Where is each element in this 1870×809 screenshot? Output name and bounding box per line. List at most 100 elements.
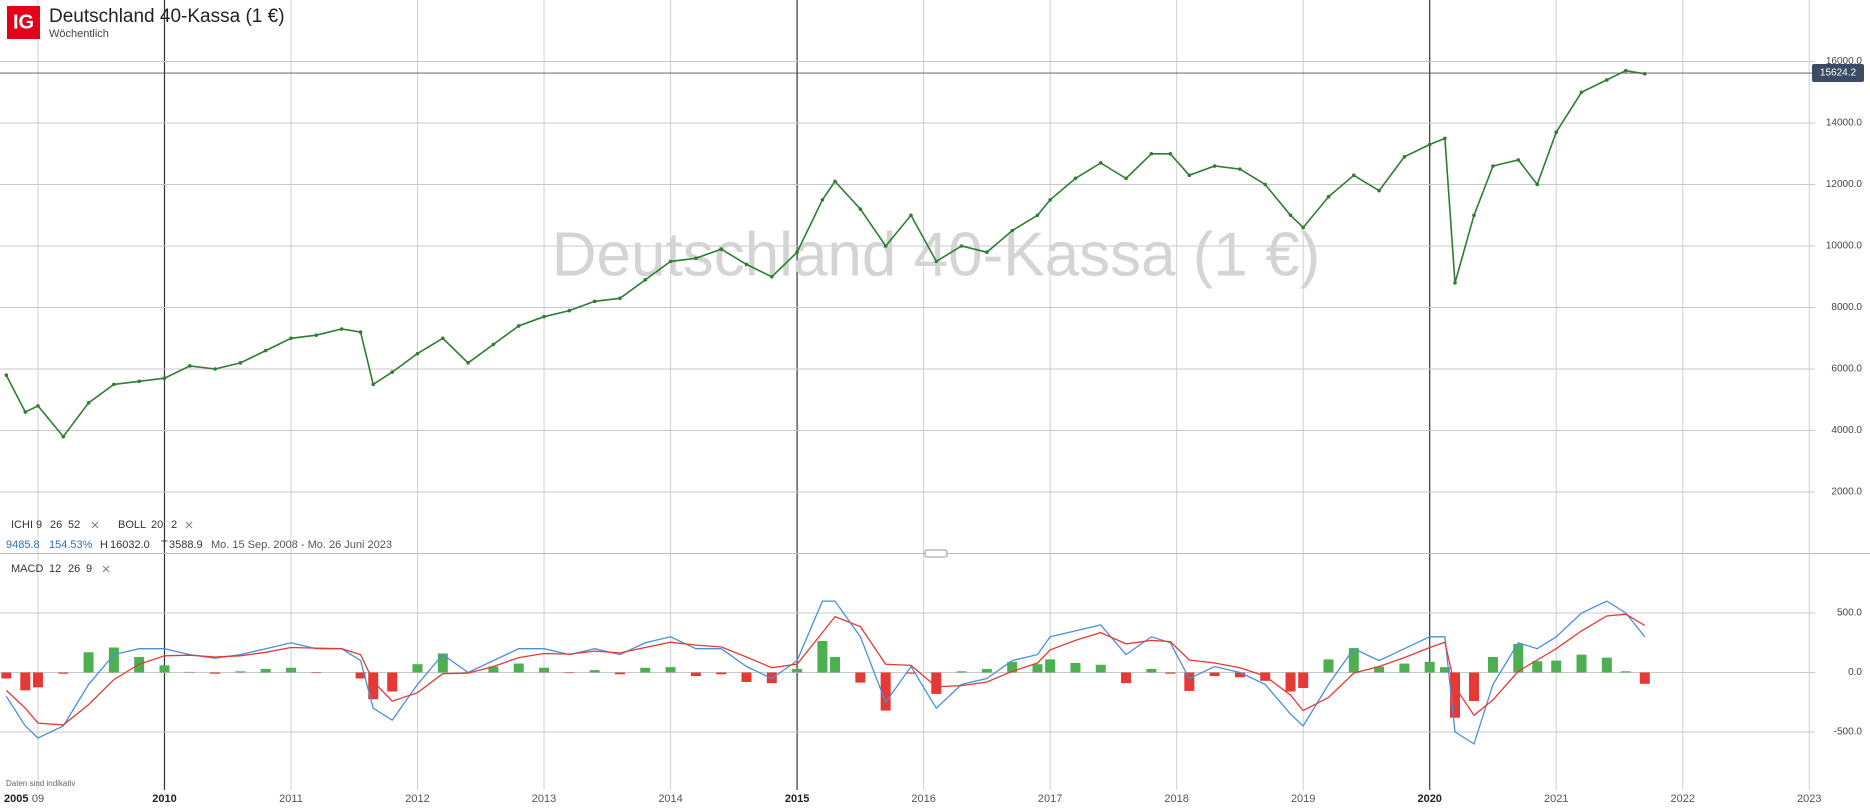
y-tick-label: 500.0 [1837, 608, 1862, 619]
indicator-param: 2 [171, 519, 177, 531]
marks: 09 2010 2011 2012 2013 2014 2015 2016 2017 2018 20… [0, 56, 1864, 805]
histogram-bar [1487, 657, 1498, 673]
histogram-bar [1576, 654, 1587, 673]
price-point [1402, 155, 1407, 159]
histogram-bar [58, 672, 69, 674]
indicator-param: 9 [36, 519, 42, 531]
price-point [668, 259, 673, 264]
price-point [820, 198, 825, 202]
price-point [339, 327, 344, 331]
price-point [162, 376, 167, 381]
price-point [516, 324, 521, 328]
price-point [909, 213, 913, 218]
price-point [1491, 164, 1495, 168]
price-point [1048, 198, 1052, 202]
price-point [86, 401, 91, 405]
price-point [112, 382, 116, 387]
remove-indicator[interactable] [102, 565, 110, 573]
histogram-bar [1323, 659, 1334, 673]
histogram-bar [1468, 672, 1479, 702]
price-point [1554, 130, 1559, 135]
x-tick-label: 2015 [785, 793, 809, 805]
y-tick-label: 6000.0 [1831, 364, 1862, 375]
price-point [1453, 281, 1457, 285]
price-point [934, 259, 939, 264]
histogram-bar [1513, 643, 1524, 673]
x-tick-label: 2018 [1164, 793, 1188, 805]
x-tick-label: 2023 [1797, 793, 1821, 805]
indicator-param: 52 [68, 519, 80, 531]
y-tick-label: 10000.0 [1826, 241, 1863, 252]
indicator-param: 9 [86, 563, 92, 575]
histogram-bar [260, 668, 271, 673]
histogram-bar [741, 672, 752, 683]
price-point [1168, 151, 1173, 156]
price-point [1427, 142, 1432, 147]
title: Deutschland 40-Kassa (1 €) [49, 6, 285, 27]
price-point [441, 336, 445, 341]
price-point [263, 348, 268, 353]
price-point [1149, 151, 1154, 156]
price-point [1516, 158, 1521, 162]
histogram-bar [235, 671, 246, 673]
price-point [1263, 182, 1268, 187]
remove-indicator[interactable] [91, 521, 99, 529]
last-price-label: 15624.2 [1820, 68, 1857, 79]
histogram-bar [355, 672, 366, 679]
histogram-bar [1439, 667, 1450, 673]
x-tick-label: 2013 [532, 793, 556, 805]
histogram-bar [1032, 664, 1043, 673]
info-range: Mo. 15 Sep. 2008 - Mo. 26 Juni 2023 [211, 539, 392, 551]
histogram-bar [905, 672, 916, 674]
histogram-bar [368, 672, 379, 700]
x-tick-label: 2016 [911, 793, 935, 805]
price-point [1288, 213, 1293, 218]
histogram-bar [1209, 672, 1220, 677]
price-point [858, 207, 863, 211]
histogram-bar [1374, 666, 1385, 673]
price-point [491, 342, 496, 347]
histogram-bar [1348, 648, 1359, 673]
histogram-bar [1298, 672, 1309, 688]
remove-indicator[interactable] [185, 521, 193, 529]
price-point [567, 308, 572, 313]
histogram-bar [956, 671, 967, 673]
histogram-bar [20, 672, 31, 691]
panel-handle[interactable] [924, 549, 948, 558]
indicator-name: BOLL [118, 519, 146, 531]
price-point [542, 314, 546, 319]
histogram-bar [716, 672, 727, 675]
x-tick-label: 2019 [1291, 793, 1315, 805]
price-point [1605, 78, 1609, 82]
histogram-bar [513, 663, 524, 673]
histogram-bar [1146, 668, 1157, 673]
price-point [314, 333, 319, 337]
histogram-bar [931, 672, 942, 694]
price-point [795, 250, 799, 254]
price-point [1351, 173, 1356, 178]
price-point [1326, 195, 1331, 199]
histogram-bar [1184, 672, 1195, 691]
histogram-bar [1070, 662, 1081, 673]
histogram-bar [184, 671, 195, 673]
indicator-name: MACD [11, 563, 43, 575]
x-tick-label: 09 [32, 793, 44, 805]
info-low: 3588.9 [169, 539, 203, 551]
histogram-bar [32, 672, 43, 688]
histogram-bar [1234, 672, 1245, 678]
price-point [1624, 68, 1628, 73]
histogram-bar [1285, 672, 1296, 692]
price-point [1443, 136, 1447, 141]
price-point [61, 434, 66, 439]
info-change: 154.53% [49, 539, 93, 551]
histogram-bar [108, 647, 119, 673]
y-tick-label: 2000.0 [1831, 487, 1862, 498]
price-point [466, 361, 470, 365]
histogram-bar [311, 672, 322, 674]
price-point [137, 379, 141, 384]
price-point [744, 262, 749, 267]
x-tick-label: 2022 [1671, 793, 1695, 805]
x-tick-label: 2021 [1544, 793, 1568, 805]
macd-line [5, 600, 1646, 745]
